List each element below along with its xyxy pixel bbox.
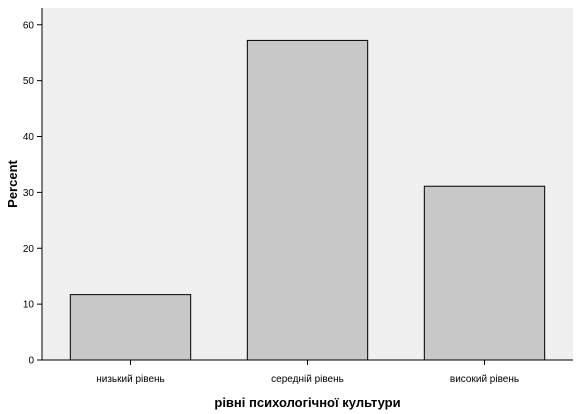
- y-tick-label: 60: [23, 20, 35, 31]
- x-tick-label: середній рівень: [271, 374, 344, 385]
- bar: [246, 39, 369, 361]
- x-tick-label: високий рівень: [450, 374, 519, 385]
- y-tick-label: 30: [23, 188, 35, 199]
- x-tick-label: низький рівень: [96, 374, 165, 385]
- bar: [423, 185, 546, 361]
- bars-group: [69, 39, 546, 361]
- y-tick-label: 10: [23, 300, 35, 311]
- y-tick-label: 40: [23, 132, 35, 143]
- y-tick-label: 50: [23, 76, 35, 87]
- x-axis: низький рівень середній рівень високий рів…: [42, 359, 573, 385]
- y-tick-label: 0: [28, 356, 34, 367]
- x-axis-title: рівні психологічної культури: [214, 395, 400, 410]
- y-tick-label: 20: [23, 244, 35, 255]
- bar: [69, 294, 192, 361]
- y-axis-title: Percent: [5, 159, 20, 207]
- y-axis: 0 10 20 30 40 50 60: [23, 8, 43, 367]
